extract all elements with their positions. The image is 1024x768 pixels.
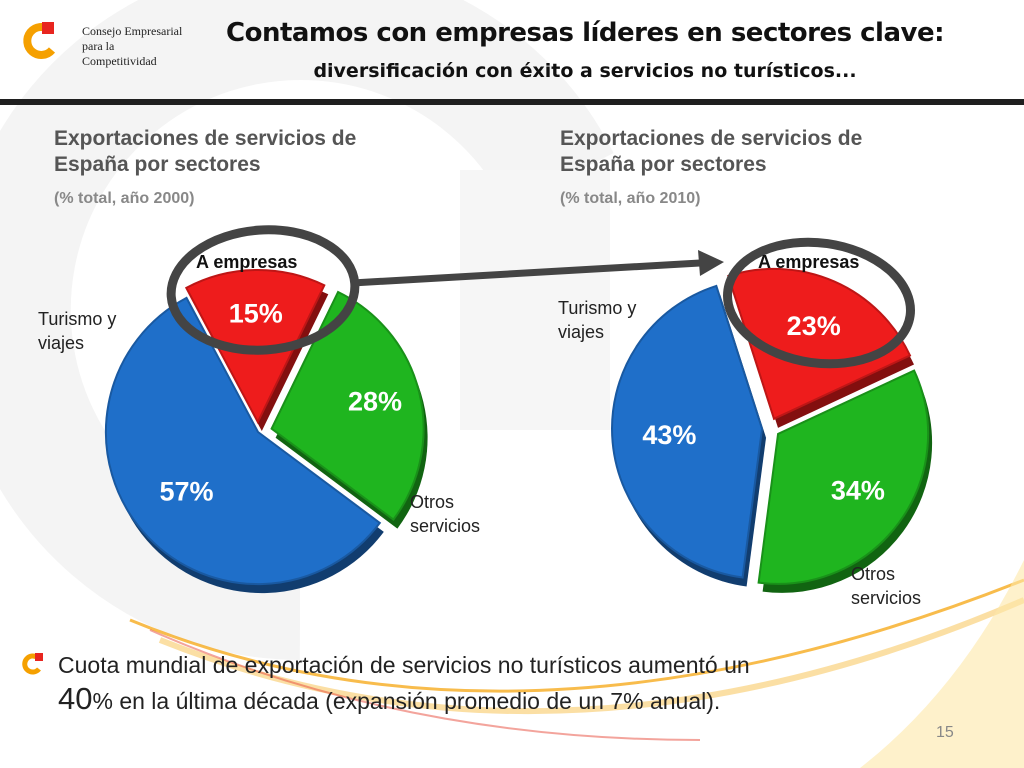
chart2-label-otros: Otros servicios <box>851 562 921 610</box>
highlight-overlay <box>166 225 915 369</box>
pie-chart-2010: 23% 34% 43% <box>611 267 933 593</box>
chart2-title-line1: Exportaciones de servicios de <box>560 127 863 150</box>
chart1-subtitle: (% total, año 2000) <box>54 190 195 207</box>
footnote-part1: Cuota mundial de exportación de servicio… <box>58 652 750 678</box>
pie-data-label: 28% <box>348 387 402 417</box>
chart2-label-turismo-line1: Turismo y <box>558 298 637 318</box>
chart1-label-turismo-line2: viajes <box>38 333 85 353</box>
logo-line-2: para la <box>82 39 115 53</box>
chart1-title: Exportaciones de servicios de España por… <box>54 126 356 178</box>
pie-data-label: 34% <box>831 476 885 506</box>
comparison-arrow-line <box>351 259 701 287</box>
cec-logo-icon <box>23 22 56 59</box>
chart1-label-turismo-line1: Turismo y <box>38 309 117 329</box>
chart1-title-line1: Exportaciones de servicios de <box>54 127 357 150</box>
pie-data-label: 43% <box>642 420 696 450</box>
footnote: Cuota mundial de exportación de servicio… <box>58 648 948 718</box>
chart2-label-turismo: Turismo y viajes <box>558 296 636 344</box>
logo-line-1: Consejo Empresarial <box>82 24 183 38</box>
header-divider <box>0 99 1024 105</box>
chart2-label-otros-line2: servicios <box>851 588 922 608</box>
chart2-label-turismo-line2: viajes <box>558 322 605 342</box>
logo-line-3: Competitividad <box>82 54 157 68</box>
chart1-label-turismo: Turismo y viajes <box>38 307 116 355</box>
footnote-part2: % en la última década (expansión promedi… <box>92 688 721 714</box>
pie-slice-otros-servicios <box>270 290 425 522</box>
page-number: 15 <box>936 724 954 741</box>
chart2-subtitle: (% total, año 2010) <box>560 190 701 207</box>
chart1-label-empresas: A empresas <box>196 252 298 272</box>
pie-data-label: 15% <box>229 299 283 329</box>
chart1-title-line2: España por sectores <box>54 153 261 176</box>
highlight-ring-2010 <box>723 237 915 369</box>
chart1-label-otros: Otros servicios <box>410 490 480 538</box>
bullet-logo-icon <box>22 653 43 675</box>
cec-logo: Consejo Empresarial para la Competitivid… <box>20 20 210 90</box>
pie-data-label: 23% <box>787 311 841 341</box>
page-title: Contamos con empresas líderes en sectore… <box>226 18 944 48</box>
pie-data-label: 57% <box>159 477 213 507</box>
pie-chart-2000: 15% 28% 57% <box>104 269 428 594</box>
chart1-label-otros-line1: Otros <box>410 492 455 512</box>
comparison-arrow-head <box>698 250 724 276</box>
pie-slice-turismo-y-viajes <box>104 296 382 586</box>
chart2-title-line2: España por sectores <box>560 153 767 176</box>
chart2-label-otros-line1: Otros <box>851 564 896 584</box>
chart2-title: Exportaciones de servicios de España por… <box>560 126 862 178</box>
footnote-highlight: 40 <box>58 681 93 716</box>
chart2-label-empresas: A empresas <box>758 252 860 272</box>
pie-slice-turismo-y-viajes <box>611 284 764 579</box>
chart1-label-otros-line2: servicios <box>410 516 481 536</box>
page-subtitle: diversificación con éxito a servicios no… <box>313 60 857 82</box>
pie-slice-otros-servicios <box>757 369 930 585</box>
